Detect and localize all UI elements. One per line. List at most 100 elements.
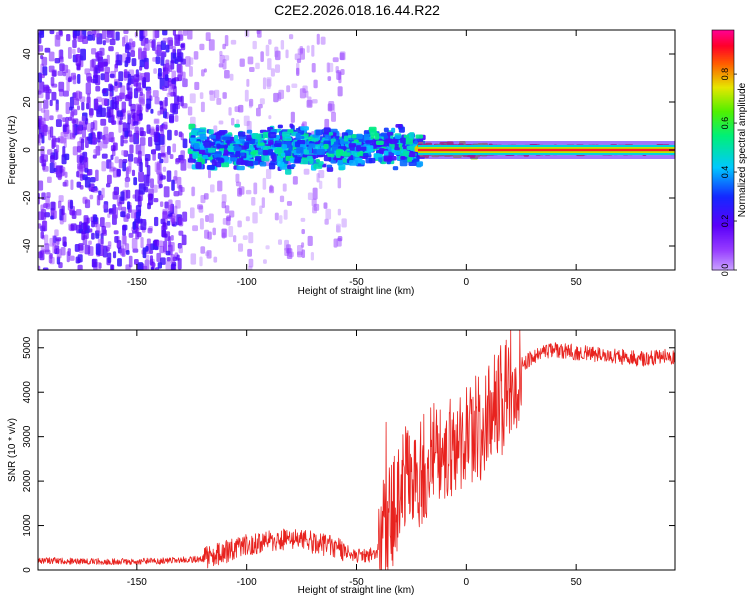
- colorbar-step: [712, 232, 734, 235]
- heatmap-cell: [52, 242, 56, 254]
- heatmap-cell: [185, 56, 191, 67]
- colorbar-step: [712, 210, 734, 213]
- heatmap-cell: [49, 162, 55, 174]
- colorbar-step: [712, 38, 734, 41]
- colorbar-step: [712, 264, 734, 267]
- colorbar-step: [712, 124, 734, 127]
- heatmap-cell: [407, 156, 413, 162]
- heatmap-cell: [48, 51, 55, 62]
- heatmap-cell: [248, 232, 254, 244]
- heatmap-cell: [170, 235, 174, 241]
- colorbar-step: [712, 66, 734, 69]
- heatmap-cell: [177, 258, 182, 270]
- heatmap-cell: [226, 215, 231, 222]
- heatmap-cell: [368, 157, 376, 164]
- heatmap-cell: [137, 87, 143, 93]
- heatmap-cell: [54, 34, 61, 47]
- heatmap-cell: [138, 171, 145, 182]
- heatmap-cell: [53, 235, 57, 244]
- heatmap-cell: [320, 36, 326, 45]
- heatmap-cell: [219, 54, 225, 64]
- colorbar-step: [712, 224, 734, 227]
- heatmap-cell: [105, 38, 110, 43]
- heatmap-cell: [294, 53, 301, 61]
- heatmap-cell: [162, 210, 168, 220]
- heatmap-cell: [81, 101, 85, 111]
- heatmap-cell: [198, 149, 206, 155]
- heatmap-cell: [303, 149, 309, 155]
- heatmap-cell: [57, 200, 62, 209]
- heatmap-cell: [218, 120, 224, 125]
- x-tick-label: -50: [349, 277, 364, 288]
- heatmap-cell: [158, 183, 163, 189]
- heatmap-cell: [67, 77, 72, 83]
- heatmap-cell: [77, 35, 84, 43]
- heatmap-cell: [215, 157, 224, 161]
- heatmap-cell: [402, 150, 410, 156]
- heatmap-cell: [392, 166, 399, 171]
- heatmap-cell: [77, 258, 81, 264]
- heatmap-cell: [139, 161, 143, 173]
- heatmap-cell: [161, 225, 166, 238]
- colorbar-step: [712, 188, 734, 191]
- colorbar-step: [712, 226, 734, 229]
- heatmap-cell: [182, 138, 188, 149]
- heatmap-cell: [295, 133, 301, 139]
- heatmap-cell: [92, 187, 99, 193]
- heatmap-cell: [166, 220, 171, 226]
- heatmap-cell: [200, 195, 206, 204]
- heatmap-cell: [160, 152, 165, 157]
- colorbar-step: [712, 148, 734, 151]
- heatmap-cell: [110, 145, 116, 152]
- heatmap-cell: [38, 134, 42, 146]
- heatmap-cell: [294, 141, 301, 148]
- colorbar-step: [712, 42, 734, 45]
- heatmap-cell: [56, 256, 61, 265]
- heatmap-cell: [307, 96, 312, 107]
- spectrogram-x-ticks: -150 -100 -50 0 50: [127, 30, 582, 288]
- heatmap-cell: [143, 174, 150, 187]
- heatmap-cell: [165, 250, 171, 256]
- heatmap-cell: [120, 211, 126, 218]
- heatmap-cell: [72, 124, 76, 134]
- heatmap-cell: [222, 92, 227, 99]
- heatmap-cell: [180, 42, 186, 51]
- heatmap-cell: [159, 158, 164, 164]
- heatmap-cell: [149, 128, 155, 135]
- heatmap-cell: [118, 158, 123, 169]
- colorbar-step: [712, 164, 734, 167]
- heatmap-cell: [400, 155, 406, 160]
- heatmap-cell: [150, 178, 154, 189]
- heatmap-cell: [332, 57, 339, 63]
- heatmap-cell: [58, 195, 64, 203]
- heatmap-cell: [337, 208, 341, 216]
- heatmap-cell: [225, 140, 232, 144]
- heatmap-cell: [165, 44, 170, 53]
- heatmap-cell: [180, 58, 187, 65]
- heatmap-cell: [76, 53, 80, 59]
- heatmap-cell: [148, 136, 153, 147]
- heatmap-cell: [167, 129, 172, 141]
- heatmap-cell: [102, 40, 106, 46]
- heatmap-cell: [330, 103, 336, 113]
- heatmap-cell: [290, 111, 295, 123]
- heatmap-cell: [180, 132, 184, 141]
- heatmap-cell: [168, 199, 173, 211]
- heatmap-cell: [265, 245, 270, 250]
- colorbar-step: [712, 72, 734, 75]
- heatmap-cell: [140, 218, 147, 231]
- heatmap-cell: [409, 132, 415, 139]
- heatmap-cell: [62, 124, 67, 133]
- heatmap-cell: [187, 106, 193, 116]
- y-tick-label: 40: [22, 48, 33, 60]
- heatmap-cell: [213, 125, 218, 134]
- snr-y-ticks: 0 1000 2000 3000 4000 5000: [22, 336, 675, 573]
- heatmap-cell: [193, 51, 199, 60]
- colorbar-step: [712, 222, 734, 225]
- colorbar-step: [712, 68, 734, 71]
- colorbar-step: [712, 206, 734, 209]
- heatmap-cell: [108, 208, 113, 213]
- heatmap-cell: [263, 259, 267, 264]
- heatmap-cell: [124, 130, 129, 138]
- heatmap-cell: [87, 93, 91, 104]
